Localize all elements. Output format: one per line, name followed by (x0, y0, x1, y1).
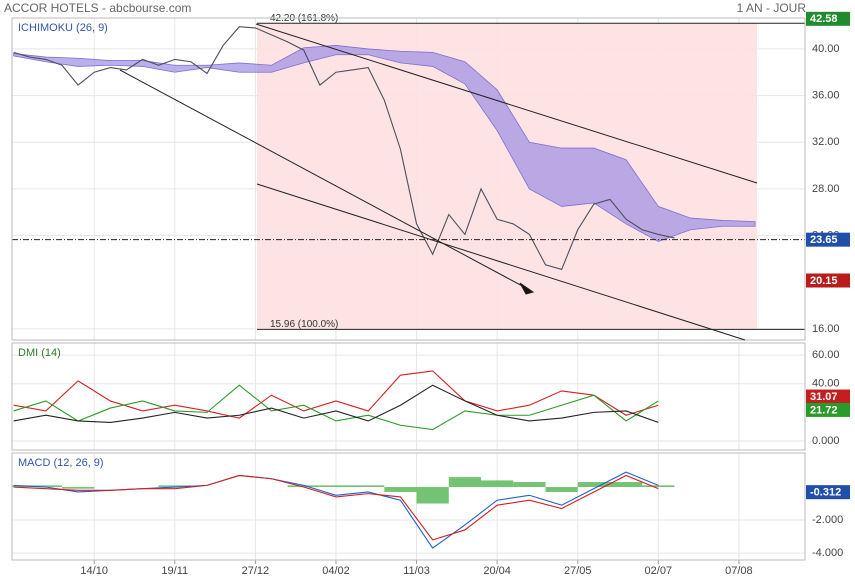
value-box-label: 21.72 (810, 404, 838, 416)
value-box-label: 42.58 (810, 13, 838, 25)
histogram-bar (481, 480, 514, 488)
y-tick-label: -2.000 (812, 514, 843, 526)
trend-lines (119, 23, 758, 341)
histogram-bar (158, 485, 191, 488)
histogram-bar (416, 487, 449, 504)
value-box-label: 20.15 (810, 275, 838, 287)
y-tick-label: 0.000 (812, 435, 840, 447)
frame (11, 17, 806, 561)
histogram-bar (642, 485, 675, 488)
series-line (13, 370, 659, 419)
histogram-bar (29, 485, 62, 488)
histogram-bar (609, 482, 643, 488)
panel-title: DMI (14) (18, 347, 61, 359)
x-tick-label: 27/12 (242, 565, 270, 577)
y-tick-label: 40.00 (812, 378, 840, 390)
series-line (13, 26, 675, 271)
x-tick-label: 07/08 (725, 565, 753, 577)
x-tick-label: 14/10 (80, 565, 108, 577)
plot-area (12, 453, 805, 560)
y-tick-label: 16.00 (812, 323, 840, 335)
series-line (13, 384, 659, 431)
series-line (13, 474, 659, 541)
value-box (806, 232, 850, 247)
y-tick-label: 36.00 (812, 89, 840, 101)
fib-zone (257, 23, 757, 330)
histogram-bar (61, 487, 95, 489)
value-box (806, 273, 850, 288)
value-box (806, 485, 850, 500)
plot-area (12, 343, 805, 450)
histogram-bar (448, 477, 482, 488)
x-tick-label: 02/07 (645, 565, 673, 577)
fib-label: 15.96 (100.0%) (270, 319, 338, 330)
value-box (806, 11, 850, 26)
series-line (13, 384, 659, 423)
histogram-bar (384, 487, 417, 492)
value-box (806, 402, 850, 417)
x-tick-label: 04/02 (322, 565, 350, 577)
histogram-bar (352, 485, 385, 488)
value-box-label: 31.07 (810, 391, 838, 403)
period: 1 AN - JOUR (737, 1, 807, 15)
value-box (806, 389, 850, 404)
y-tick-label: 60.00 (812, 349, 840, 361)
panel-title: MACD (12, 26, 9) (18, 457, 104, 469)
histogram-bar (545, 487, 578, 492)
histogram-bar (577, 482, 610, 488)
x-tick-label: 27/05 (564, 565, 592, 577)
panel-title: ICHIMOKU (26, 9) (18, 22, 108, 34)
histogram-bar (513, 482, 546, 488)
value-box-label: 23.65 (810, 234, 838, 246)
y-tick-label: -4.000 (812, 547, 843, 559)
x-tick-label: 19/11 (161, 565, 188, 577)
y-tick-label: 40.00 (812, 43, 840, 55)
page-title: ACCOR HOTELS - abcbourse.com (4, 1, 191, 15)
histogram-bar (319, 485, 353, 488)
plot-area (12, 18, 805, 340)
y-tick-label: 32.00 (812, 136, 840, 148)
histogram-bar (287, 485, 320, 488)
x-tick-label: 11/03 (403, 565, 430, 577)
panel: -4.000 -2.000 -0.312 MACD (12, 26, 9) 14/10 1… (12, 453, 850, 577)
x-tick-label: 20/04 (483, 565, 511, 577)
y-tick-label: 28.00 (812, 183, 840, 195)
cloud (13, 45, 756, 242)
value-box-label: -0.312 (810, 487, 841, 499)
